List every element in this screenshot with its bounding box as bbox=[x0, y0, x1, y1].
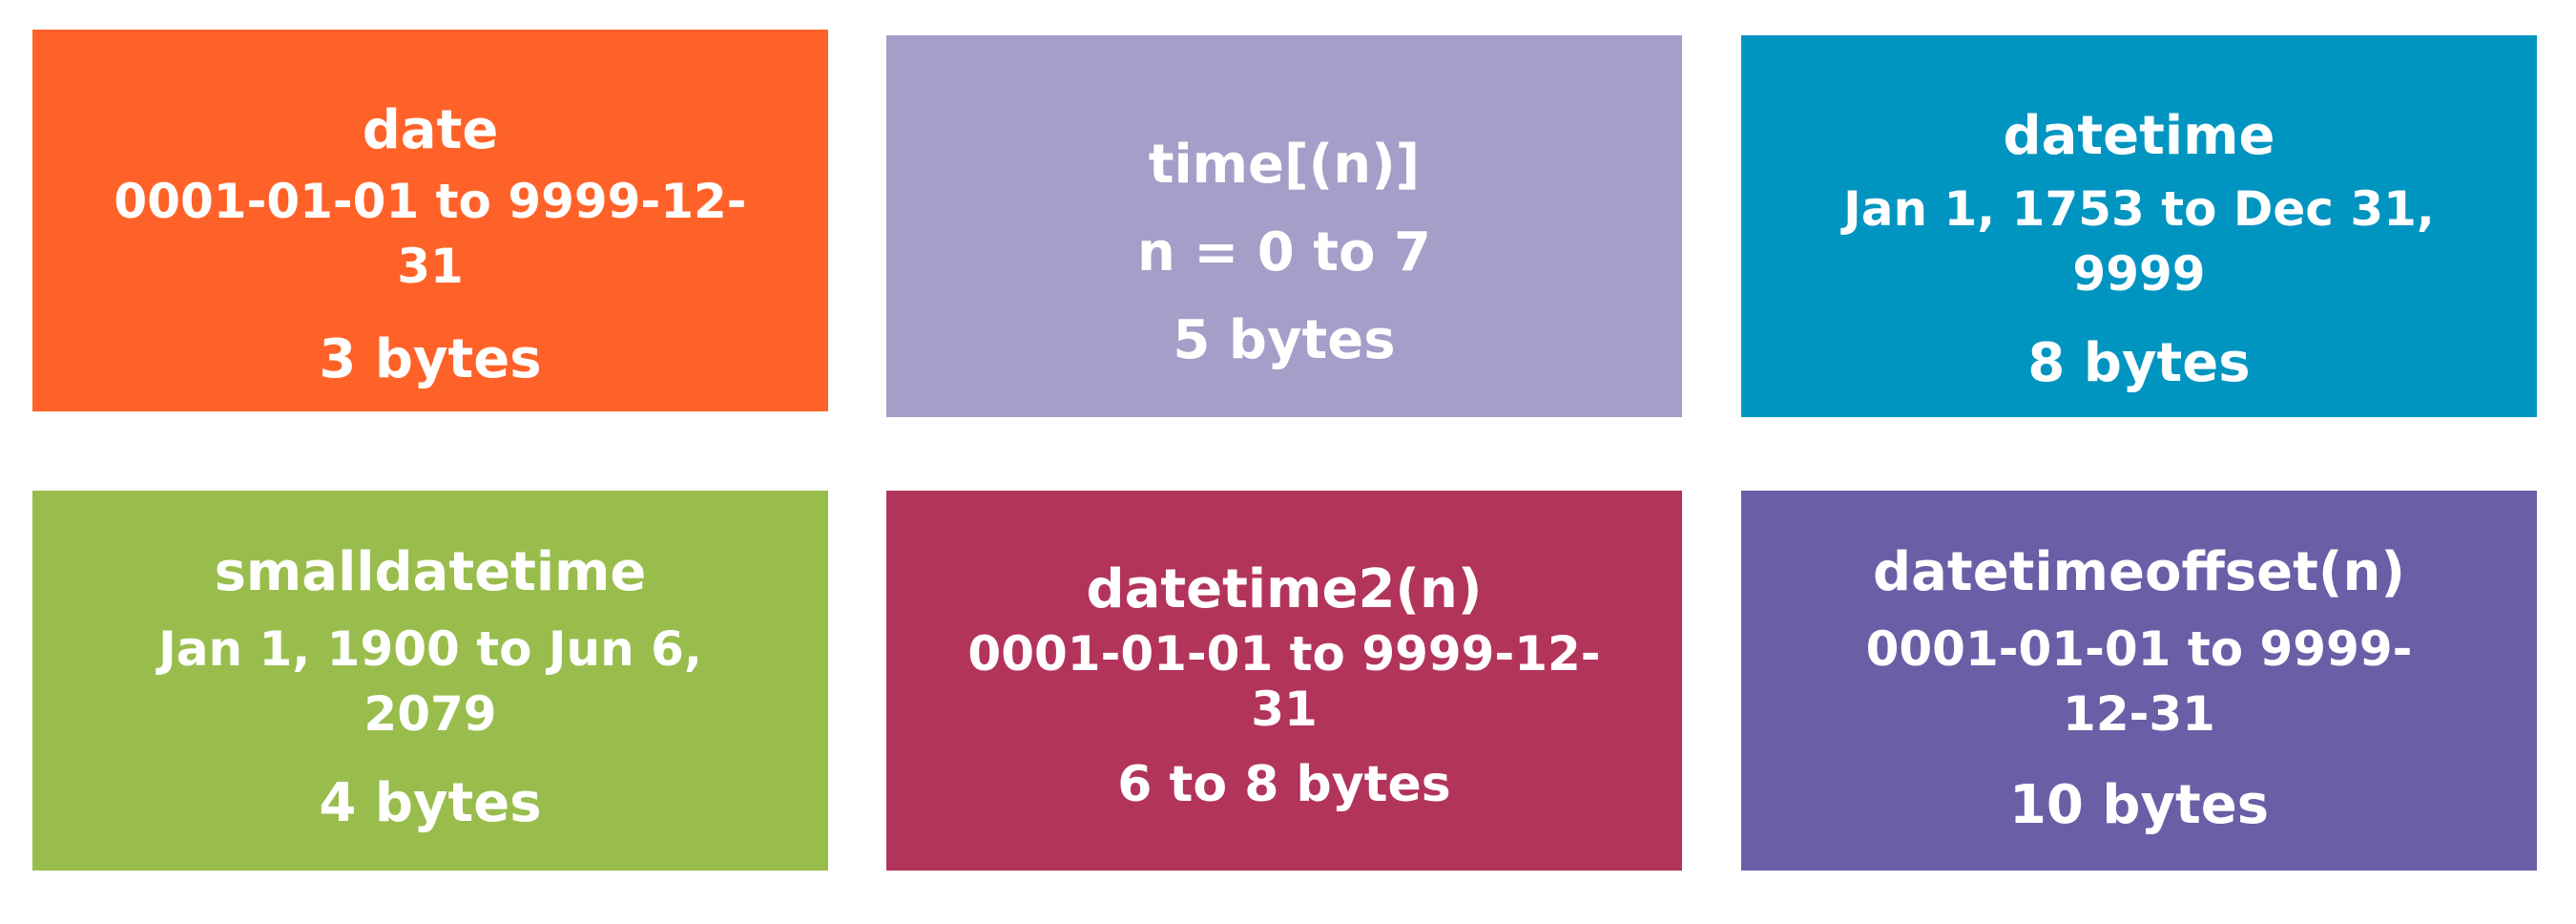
tile-range: 0001-01-01 to 9999-12-31 bbox=[967, 626, 1601, 737]
tile-range: 0001-01-01 to 9999-12-31 bbox=[114, 174, 747, 294]
tile-range: Jan 1, 1753 to Dec 31, 9999 bbox=[1843, 181, 2435, 302]
tile-range: Jan 1, 1900 to Jun 6, 2079 bbox=[158, 621, 702, 742]
tile-datetime2: datetime2(n) 0001-01-01 to 9999-12-31 6 … bbox=[886, 491, 1682, 871]
tile-datetime: datetime Jan 1, 1753 to Dec 31, 9999 8 b… bbox=[1741, 35, 2537, 417]
tile-storage-size: 10 bytes bbox=[2008, 774, 2270, 836]
tile-title: datetimeoffset(n) bbox=[1873, 541, 2405, 603]
tile-storage-size: 8 bytes bbox=[2027, 332, 2251, 394]
tile-range: 0001-01-01 to 9999-12-31 bbox=[1865, 621, 2413, 742]
tile-title: date bbox=[362, 99, 499, 161]
tile-title: smalldatetime bbox=[214, 541, 647, 603]
tile-date: date 0001-01-01 to 9999-12-31 3 bytes bbox=[32, 30, 828, 411]
tile-title: datetime2(n) bbox=[1086, 558, 1483, 620]
tile-storage-size: 3 bytes bbox=[319, 328, 542, 390]
tile-range: n = 0 to 7 bbox=[1137, 221, 1431, 284]
tile-title: datetime bbox=[2003, 105, 2275, 167]
tile-storage-size: 4 bytes bbox=[319, 772, 542, 834]
tile-storage-size: 6 to 8 bytes bbox=[1117, 756, 1451, 813]
tile-time: time[(n)] n = 0 to 7 5 bytes bbox=[886, 35, 1682, 417]
tile-datetimeoffset: datetimeoffset(n) 0001-01-01 to 9999-12-… bbox=[1741, 491, 2537, 871]
tile-smalldatetime: smalldatetime Jan 1, 1900 to Jun 6, 2079… bbox=[32, 491, 828, 871]
tile-title: time[(n)] bbox=[1148, 134, 1421, 196]
tile-storage-size: 5 bytes bbox=[1173, 309, 1396, 371]
